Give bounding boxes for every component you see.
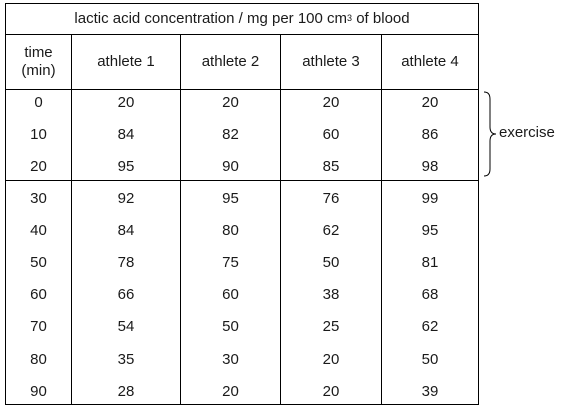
athlete-3-cell: 20 [322,94,340,111]
athlete-3-cell: 85 [322,158,340,175]
athlete-1-cell: 54 [117,318,135,335]
time-cell: 40 [30,222,47,239]
time-cell: 50 [30,254,47,271]
athlete-4-cell: 98 [421,158,439,175]
time-cell: 10 [30,126,47,143]
athlete-2-cell: 60 [222,286,239,303]
athlete-3-cell: 20 [322,383,340,400]
athlete-4-cell: 86 [421,126,439,143]
header-athlete-3: athlete 3 [302,53,360,70]
header-athlete-2: athlete 2 [201,53,260,70]
athlete-2-cell: 95 [222,190,239,207]
athlete-1-cell: 84 [117,126,135,143]
header-athlete-1: athlete 1 [97,53,155,70]
athlete-3-cell: 60 [322,126,340,143]
athlete-2-cell: 82 [222,126,239,143]
athlete-4-cell: 95 [421,222,439,239]
athlete-1-cell: 78 [117,254,135,271]
athlete-1-cell: 35 [117,351,135,368]
exercise-label: exercise [499,124,555,141]
header-divider [6,89,478,90]
table-title-tail: of blood [352,10,410,27]
athlete-3-cell: 62 [322,222,340,239]
athlete-1-cell: 95 [117,158,135,175]
column-divider [381,34,382,404]
athlete-2-cell: 90 [222,158,239,175]
column-divider [71,34,72,404]
athlete-3-cell: 20 [322,351,340,368]
athlete-2-cell: 50 [222,318,239,335]
athlete-2-cell: 30 [222,351,239,368]
athlete-1-cell: 20 [117,94,135,111]
time-cell: 0 [34,94,43,111]
athlete-1-cell: 28 [117,383,135,400]
athlete-2-cell: 80 [222,222,239,239]
title-divider [6,34,478,35]
athlete-2-cell: 20 [222,383,239,400]
time-cell: 30 [30,190,47,207]
athlete-4-cell: 20 [421,94,439,111]
time-cell: 70 [30,318,47,335]
time-cell: 80 [30,351,47,368]
athlete-4-cell: 81 [421,254,439,271]
athlete-4-cell: 62 [421,318,439,335]
athlete-1-cell: 84 [117,222,135,239]
time-cell: 20 [30,158,47,175]
athlete-4-cell: 68 [421,286,439,303]
time-cell: 90 [30,383,47,400]
column-divider [180,34,181,404]
athlete-3-cell: 76 [322,190,340,207]
athlete-1-cell: 92 [117,190,135,207]
athlete-4-cell: 39 [421,383,439,400]
athlete-3-cell: 25 [322,318,340,335]
athlete-3-cell: 38 [322,286,340,303]
athlete-4-cell: 99 [421,190,439,207]
column-divider [280,34,281,404]
exercise-divider [6,180,478,181]
athlete-1-cell: 66 [117,286,135,303]
athlete-2-cell: 20 [222,94,239,111]
table-title: lactic acid concentration / mg per 100 c… [74,10,410,27]
time-cell: 60 [30,286,47,303]
athlete-2-cell: 75 [222,254,239,271]
athlete-3-cell: 50 [322,254,340,271]
header-athlete-4: athlete 4 [401,53,459,70]
lactic-acid-table: lactic acid concentration / mg per 100 c… [5,3,479,405]
table-title-main: lactic acid concentration / mg per 100 c… [74,10,348,27]
athlete-4-cell: 50 [421,351,439,368]
exercise-brace-icon [483,91,497,177]
header-time: time (min) [21,44,56,79]
